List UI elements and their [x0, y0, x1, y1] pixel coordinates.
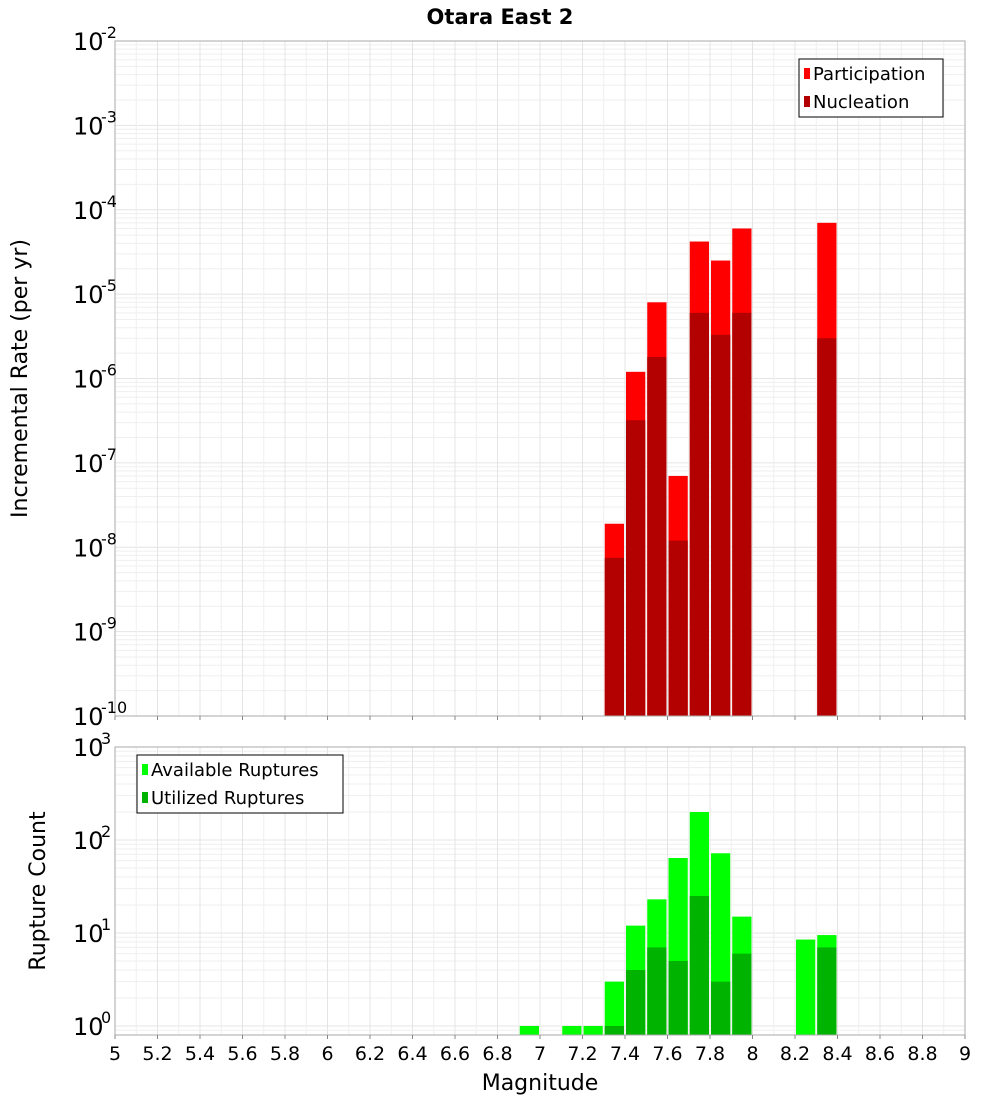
y-tick-exponent: -4: [101, 192, 117, 211]
series-nucleation: [604, 312, 837, 716]
y-tick-exponent: -9: [101, 614, 117, 633]
x-tick-label: 8.4: [822, 1043, 852, 1065]
y-tick-label: 10: [73, 534, 104, 562]
x-axis-label: Magnitude: [482, 1071, 599, 1096]
y-tick-label: 10: [73, 197, 104, 225]
y-tick-exponent: -2: [101, 23, 117, 42]
bar: [711, 981, 731, 1035]
legend: Participation Nucleation: [798, 58, 944, 118]
y-tick-label: 10: [73, 366, 104, 394]
x-tick-label: 9: [959, 1043, 971, 1065]
x-ticks: [114, 716, 966, 720]
bar: [689, 312, 709, 716]
bar: [519, 1025, 539, 1035]
y-axis-label: Rupture Count: [26, 811, 51, 971]
legend-swatch: [804, 96, 810, 107]
y-tick-exponent: -10: [101, 698, 127, 717]
y-tick-label: 10: [73, 703, 104, 731]
bar: [604, 1025, 624, 1035]
bar: [668, 960, 688, 1035]
legend-swatch: [804, 68, 810, 79]
x-tick-label: 6.6: [440, 1043, 470, 1065]
x-tick-label: 8.2: [780, 1043, 810, 1065]
y-tick-exponent: -5: [101, 276, 117, 295]
legend-label: Available Ruptures: [151, 760, 319, 781]
legend-label: Utilized Ruptures: [151, 788, 304, 809]
plots-group: 10-1010-910-810-710-610-510-410-310-2Inc…: [8, 23, 971, 1065]
x-tick-label: 6.2: [355, 1043, 385, 1065]
x-tick-label: 5.2: [142, 1043, 172, 1065]
x-tick-label: 7.4: [610, 1043, 640, 1065]
y-tick-exponent: 0: [101, 1008, 111, 1027]
legend-label: Participation: [813, 64, 925, 85]
x-ticks: [114, 1035, 966, 1039]
y-tick-exponent: -3: [101, 107, 117, 126]
x-tick-label: 7.6: [652, 1043, 682, 1065]
x-tick-label: 5: [109, 1043, 121, 1065]
grid-lines: [114, 746, 966, 1035]
y-tick-label: 10: [73, 281, 104, 309]
y-tick-label: 10: [73, 827, 104, 855]
y-tick-exponent: 3: [101, 729, 111, 748]
x-tick-label: 7: [534, 1043, 546, 1065]
legend-box: [798, 58, 944, 118]
bar: [817, 947, 837, 1035]
bar: [647, 356, 667, 716]
y-tick-exponent: -7: [101, 445, 117, 464]
legend-label: Nucleation: [813, 92, 909, 113]
x-tick-labels: 5 5.2 5.4 5.6 5.8 6 6.2 6.4 6.6 6.8 7 7.2 7.4 7.6 7.8 8…: [109, 1043, 971, 1065]
y-tick-label: 10: [73, 619, 104, 647]
bar: [647, 947, 667, 1035]
legend-swatch: [142, 764, 148, 775]
y-tick-exponent: -8: [101, 529, 117, 548]
x-tick-label: 6.8: [482, 1043, 512, 1065]
y-tick-label: 10: [73, 112, 104, 140]
bar: [626, 420, 646, 716]
y-tick-exponent: 1: [101, 915, 111, 934]
x-tick-label: 7.8: [695, 1043, 725, 1065]
y-tick-exponent: 2: [101, 822, 111, 841]
bar: [796, 939, 816, 1035]
x-tick-label: 8: [746, 1043, 758, 1065]
x-tick-label: 5.8: [270, 1043, 300, 1065]
x-tick-label: 8.6: [865, 1043, 895, 1065]
x-tick-label: 5.4: [185, 1043, 215, 1065]
x-tick-label: 5.6: [227, 1043, 257, 1065]
bar: [604, 981, 624, 1035]
y-tick-exponent: -6: [101, 361, 117, 380]
bar: [626, 969, 646, 1035]
chart-title: Otara East 2: [427, 5, 574, 29]
x-tick-label: 7.2: [567, 1043, 597, 1065]
series-utilized-ruptures: [604, 895, 837, 1035]
y-tick-label: 10: [73, 28, 104, 56]
legend: Available Ruptures Utilized Ruptures: [136, 754, 344, 814]
x-tick-label: 8.8: [907, 1043, 937, 1065]
y-tick-label: 10: [73, 734, 104, 762]
bar: [711, 334, 731, 716]
y-tick-label: 10: [73, 1013, 104, 1041]
x-tick-label: 6: [321, 1043, 333, 1065]
bar: [604, 557, 624, 716]
bar: [689, 895, 709, 1035]
bar: [583, 1025, 603, 1035]
x-tick-label: 6.4: [397, 1043, 427, 1065]
bar: [732, 312, 752, 716]
grid-lines: [114, 40, 966, 717]
bar: [668, 540, 688, 716]
bar: [817, 338, 837, 716]
legend-swatch: [142, 792, 148, 803]
plot-panel-0: 10-1010-910-810-710-610-510-410-310-2Inc…: [8, 23, 966, 731]
y-tick-label: 10: [73, 450, 104, 478]
bar: [732, 953, 752, 1035]
bar: [562, 1025, 582, 1035]
y-axis-label: Incremental Rate (per yr): [8, 239, 33, 518]
legend-box: [136, 754, 344, 814]
y-tick-label: 10: [73, 920, 104, 948]
